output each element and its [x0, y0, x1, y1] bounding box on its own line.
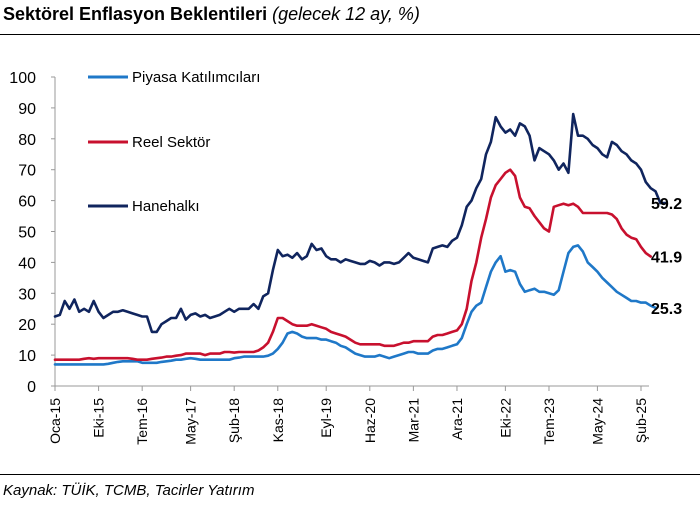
- x-tick-label: Şub-18: [226, 398, 242, 443]
- legend-label-2: Hanehalkı: [132, 198, 200, 215]
- top-divider: [0, 34, 700, 35]
- legend-label-0: Piyasa Katılımcıları: [132, 69, 260, 86]
- y-tick-label: 50: [18, 225, 36, 242]
- x-tick-label: Şub-25: [633, 398, 649, 443]
- line-chart: 0 10 20 30 40 50 60 70 80 90 100 Oca-15 Eki-15 Tem-1…: [9, 69, 682, 445]
- y-tick-label: 0: [27, 379, 36, 396]
- y-tick-label: 60: [18, 194, 36, 211]
- y-axis: 0 10 20 30 40 50 60 70 80 90 100: [9, 70, 56, 396]
- series-line-0: [53, 244, 657, 366]
- y-tick-label: 100: [9, 70, 36, 87]
- x-tick-label: Eki-22: [497, 398, 513, 438]
- x-tick-label: Haz-20: [362, 398, 378, 443]
- x-tick-label: Mar-21: [405, 398, 421, 443]
- chart-title-subtitle: (gelecek 12 ay, %): [272, 4, 420, 24]
- x-tick-label: Tem-16: [134, 398, 150, 445]
- legend-label-1: Reel Sektör: [132, 134, 210, 151]
- y-tick-label: 80: [18, 132, 36, 149]
- series-line-2: [53, 112, 667, 334]
- end-label-2: 59.2: [651, 196, 682, 213]
- end-label-0: 25.3: [651, 301, 682, 318]
- series-line-1: [53, 168, 653, 362]
- y-tick-label: 70: [18, 163, 36, 180]
- x-tick-label: Kas-18: [270, 398, 286, 443]
- bottom-divider: [0, 474, 700, 475]
- y-tick-label: 20: [18, 317, 36, 334]
- chart-title: Sektörel Enflasyon Beklentileri (gelecek…: [3, 4, 420, 25]
- y-tick-label: 90: [18, 101, 36, 118]
- x-tick-label: Ara-21: [449, 398, 465, 440]
- source-note: Kaynak: TÜİK, TCMB, Tacirler Yatırım: [3, 482, 255, 499]
- x-axis: Oca-15 Eki-15 Tem-16 May-17 Şub-18 Kas-18 Eyl-…: [47, 385, 649, 445]
- y-tick-label: 10: [18, 348, 36, 365]
- x-tick-label: Oca-15: [47, 398, 63, 444]
- y-tick-label: 30: [18, 286, 36, 303]
- series-lines: [53, 112, 667, 366]
- legend: Piyasa Katılımcıları Reel Sektör Hanehalkı: [88, 69, 260, 215]
- x-tick-label: May-24: [589, 398, 605, 445]
- x-tick-label: May-17: [183, 398, 199, 445]
- chart-title-main: Sektörel Enflasyon Beklentileri: [3, 4, 268, 24]
- x-tick-label: Tem-23: [541, 398, 557, 445]
- x-tick-label: Eyl-19: [318, 398, 334, 438]
- y-tick-label: 40: [18, 255, 36, 272]
- x-tick-label: Eki-15: [91, 398, 107, 438]
- end-labels: 25.3 41.9 59.2: [651, 196, 682, 318]
- end-label-1: 41.9: [651, 250, 682, 267]
